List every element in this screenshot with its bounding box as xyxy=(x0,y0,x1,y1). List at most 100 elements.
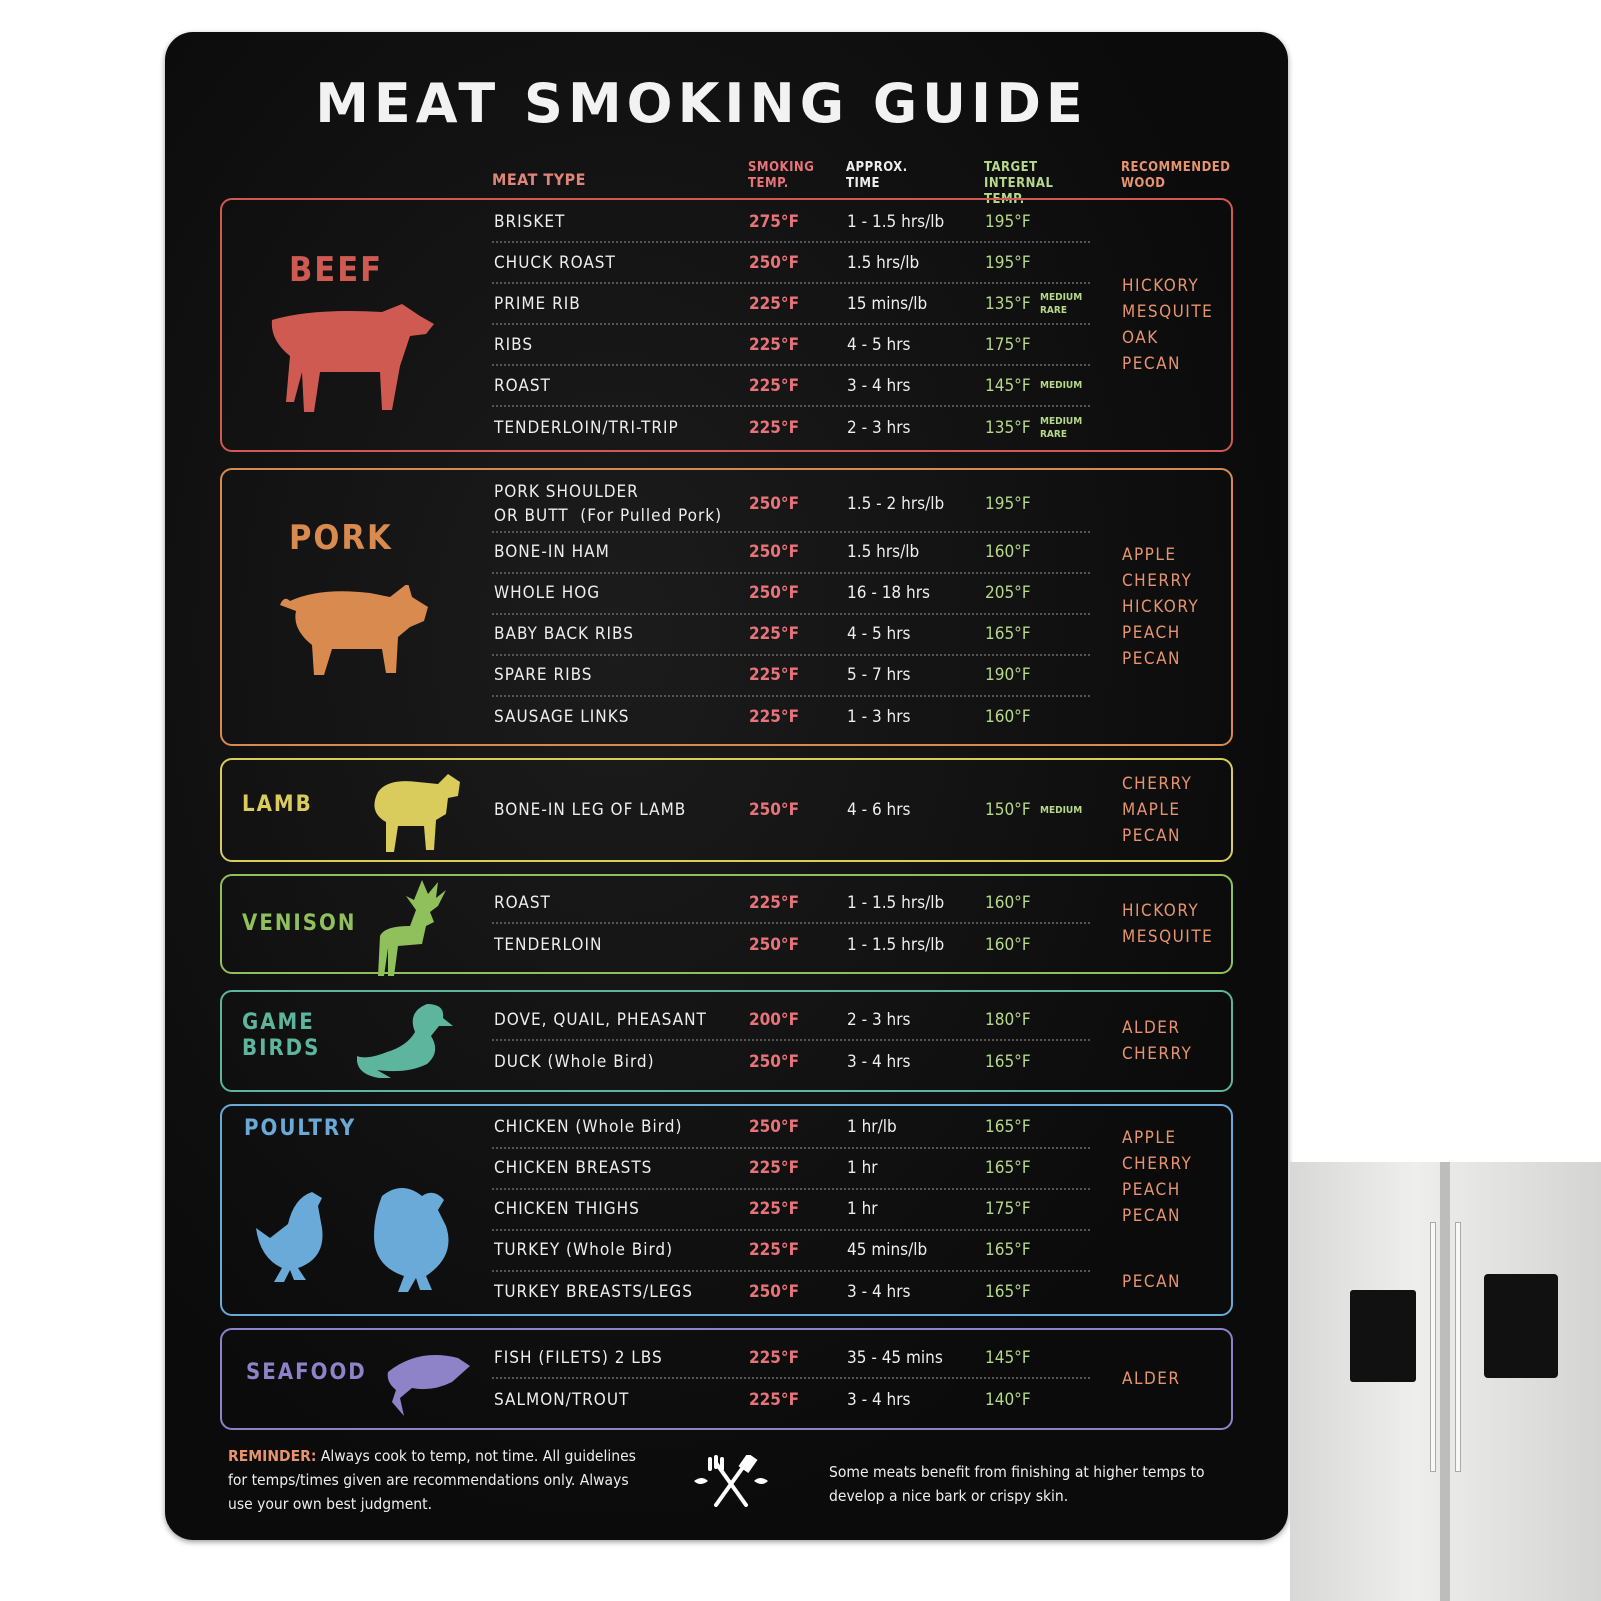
meat-type: BRISKET xyxy=(494,211,566,232)
wood-item: ALDER xyxy=(1122,1369,1181,1389)
sheep-icon xyxy=(372,774,462,856)
meat-type: CHICKEN (Whole Bird) xyxy=(494,1117,683,1137)
doneness-note: MEDIUM xyxy=(1040,380,1083,391)
rows: BRISKET 275°F 1 - 1.5 hrs/lb 195°F CHUCK ROA… xyxy=(492,200,1092,450)
table-row: SAUSAGE LINKS 225°F 1 - 3 hrs 160°F xyxy=(492,697,1090,738)
target-temp: 165°F xyxy=(985,624,1031,644)
smoking-temp: 250°F xyxy=(749,934,800,955)
fridge-photo xyxy=(1290,1162,1601,1601)
smoking-temp: 250°F xyxy=(749,493,800,514)
wood-item: CHERRY xyxy=(1122,774,1193,794)
meat-type: BONE-IN HAM xyxy=(494,542,610,562)
table-row: DUCK (Whole Bird) 250°F 3 - 4 hrs 165°F xyxy=(492,1041,1090,1082)
table-row: CHICKEN (Whole Bird) 250°F 1 hr/lb 165°F xyxy=(492,1108,1090,1149)
table-row: DOVE, QUAIL, PHEASANT 200°F 2 - 3 hrs 180°F xyxy=(492,1000,1090,1041)
reminder-body: Always cook to temp, not time. All guide… xyxy=(228,1447,636,1513)
target-temp: 140°F xyxy=(985,1389,1031,1410)
table-row: CHICKEN BREASTS 225°F 1 hr 165°F xyxy=(492,1149,1090,1190)
section-game_birds: GAME BIRDS DOVE, QUAIL, PHEASANT 200°F 2 - … xyxy=(220,990,1233,1092)
meat-type: TENDERLOIN xyxy=(494,934,603,955)
table-row: SALMON/TROUT 225°F 3 - 4 hrs 140°F xyxy=(492,1379,1090,1420)
approx-time: 2 - 3 hrs xyxy=(847,417,911,438)
meat-type: TURKEY (Whole Bird) xyxy=(494,1240,674,1260)
table-row: CHUCK ROAST 250°F 1.5 hrs/lb 195°F xyxy=(492,243,1090,284)
smoking-temp: 275°F xyxy=(749,211,800,232)
smoking-temp: 250°F xyxy=(749,542,800,562)
mini-poster-thumbnail xyxy=(1350,1290,1416,1382)
target-temp: 205°F xyxy=(985,583,1031,603)
header-wood: RECOMMENDED WOOD xyxy=(1121,160,1231,191)
smoking-temp: 250°F xyxy=(749,583,800,603)
meat-type: DOVE, QUAIL, PHEASANT xyxy=(494,1009,707,1030)
approx-time: 3 - 4 hrs xyxy=(847,375,911,396)
target-temp: 165°F xyxy=(985,1051,1031,1072)
meat-type: WHOLE HOG xyxy=(494,583,601,603)
smoking-temp: 225°F xyxy=(749,1240,800,1260)
meat-type: BONE-IN LEG OF LAMB xyxy=(494,800,687,820)
wood-item: PEACH xyxy=(1122,623,1181,643)
recommended-wood: ALDER CHERRY xyxy=(1122,992,1192,1090)
table-row: FISH (FILETS) 2 LBS 225°F 35 - 45 mins 145°… xyxy=(492,1338,1090,1379)
reminder-text: REMINDER: Always cook to temp, not time.… xyxy=(228,1444,648,1516)
page-title: MEAT SMOKING GUIDE xyxy=(315,72,1088,135)
section-beef: BEEF BRISKET 275°F 1 - 1.5 hrs/lb 195°F CHUCK… xyxy=(220,198,1233,452)
approx-time: 5 - 7 hrs xyxy=(847,665,911,685)
wood-item: CHERRY xyxy=(1122,1154,1193,1174)
table-row: WHOLE HOG 250°F 16 - 18 hrs 205°F xyxy=(492,574,1090,615)
pig-icon xyxy=(270,583,435,689)
approx-time: 2 - 3 hrs xyxy=(847,1009,911,1030)
doneness-note: MEDIUM RARE xyxy=(1040,291,1083,316)
chicken-turkey-icon xyxy=(252,1186,462,1300)
rows: FISH (FILETS) 2 LBS 225°F 35 - 45 mins 145°… xyxy=(492,1330,1092,1428)
table-row: TURKEY (Whole Bird) 225°F 45 mins/lb 165°F xyxy=(492,1231,1090,1272)
recommended-wood: ALDER xyxy=(1122,1330,1181,1428)
rows: DOVE, QUAIL, PHEASANT 200°F 2 - 3 hrs 180°F… xyxy=(492,992,1092,1090)
deer-icon xyxy=(372,880,452,980)
wood-item: PECAN xyxy=(1122,1272,1181,1292)
table-row: PORK SHOULDER OR BUTT (For Pulled Pork) 2… xyxy=(492,477,1090,533)
wood-item: PEACH xyxy=(1122,1180,1181,1200)
mini-magnet-thumbnail xyxy=(1484,1274,1558,1378)
wood-item: HICKORY xyxy=(1122,597,1200,617)
wood-item: CHERRY xyxy=(1122,1044,1193,1064)
table-row: PRIME RIB 225°F 15 mins/lb 135°F MEDIUM RARE xyxy=(492,284,1090,325)
wood-item: HICKORY xyxy=(1122,901,1200,921)
meat-type: SALMON/TROUT xyxy=(494,1389,630,1410)
approx-time: 1.5 hrs/lb xyxy=(847,542,920,562)
smoking-temp: 225°F xyxy=(749,334,800,355)
smoking-temp: 250°F xyxy=(749,1282,800,1302)
doneness-note: MEDIUM xyxy=(1040,804,1083,816)
target-temp: 165°F xyxy=(985,1240,1031,1260)
target-temp: 135°F xyxy=(985,417,1031,438)
meat-type: CHICKEN BREASTS xyxy=(494,1158,653,1178)
header-smoking-temp: SMOKING TEMP. xyxy=(748,160,815,191)
category-label: VENISON xyxy=(242,911,357,936)
smoking-temp: 225°F xyxy=(749,293,800,314)
smoking-temp: 225°F xyxy=(749,1158,800,1178)
category-label: GAME BIRDS xyxy=(242,1010,321,1061)
table-row: SPARE RIBS 225°F 5 - 7 hrs 190°F xyxy=(492,656,1090,697)
table-row: RIBS 225°F 4 - 5 hrs 175°F xyxy=(492,325,1090,366)
target-temp: 165°F xyxy=(985,1282,1031,1302)
category-label: BEEF xyxy=(289,250,384,290)
meat-type: SAUSAGE LINKS xyxy=(494,707,630,727)
meat-type: BABY BACK RIBS xyxy=(494,624,634,644)
table-row: TENDERLOIN 250°F 1 - 1.5 hrs/lb 160°F xyxy=(492,924,1090,965)
wood-item: PECAN xyxy=(1122,354,1181,374)
target-temp: 160°F xyxy=(985,707,1031,727)
wood-item: APPLE xyxy=(1122,1128,1177,1148)
smoking-temp: 225°F xyxy=(749,707,800,727)
header-meat-type: MEAT TYPE xyxy=(492,170,587,189)
target-temp: 175°F xyxy=(985,334,1031,355)
cow-icon xyxy=(262,295,442,424)
approx-time: 1 hr xyxy=(847,1158,878,1178)
section-lamb: LAMB BONE-IN LEG OF LAMB 250°F 4 - 6 hrs 150… xyxy=(220,758,1233,862)
recommended-wood: HICKORY MESQUITE xyxy=(1122,876,1213,972)
wood-item: HICKORY xyxy=(1122,276,1200,296)
approx-time: 4 - 5 hrs xyxy=(847,624,911,644)
category-label: SEAFOOD xyxy=(246,1360,367,1385)
meat-type: ROAST xyxy=(494,892,551,913)
meat-type: SPARE RIBS xyxy=(494,665,593,685)
recommended-wood: APPLE CHERRY HICKORY PEACH PECAN xyxy=(1122,470,1199,744)
approx-time: 1 - 1.5 hrs/lb xyxy=(847,892,945,913)
